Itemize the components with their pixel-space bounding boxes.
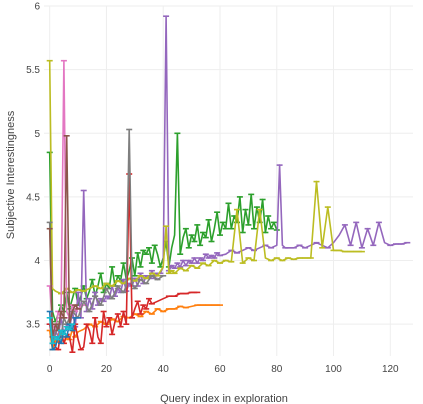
y-tick-label: 4 [34,256,40,267]
series-lines [46,15,411,354]
series-line [48,15,408,345]
x-tick-label: 60 [214,364,226,375]
y-tick-labels: 3.5 4 4.5 5 5.5 6 [26,2,40,331]
y-tick-label: 5 [34,129,40,140]
y-tick-label: 5.5 [26,65,40,76]
series-2 [46,15,411,345]
series-8 [46,135,82,338]
y-tick-label: 3.5 [26,320,40,331]
x-axis-title: Query index in exploration [160,393,288,404]
x-tick-labels: 0 20 40 60 80 100 120 [47,364,399,375]
series-line [48,135,79,338]
x-tick-label: 0 [47,364,53,375]
y-tick-label: 4.5 [26,192,40,203]
y-tick-label: 6 [34,2,40,13]
x-tick-label: 20 [101,364,113,375]
x-tick-label: 80 [271,364,283,375]
x-tick-label: 120 [382,364,399,375]
y-axis-title: Subjective Interestingness [5,110,17,239]
gridlines [44,5,413,356]
x-tick-label: 100 [325,364,342,375]
x-tick-label: 40 [158,364,170,375]
series-10 [46,316,76,345]
